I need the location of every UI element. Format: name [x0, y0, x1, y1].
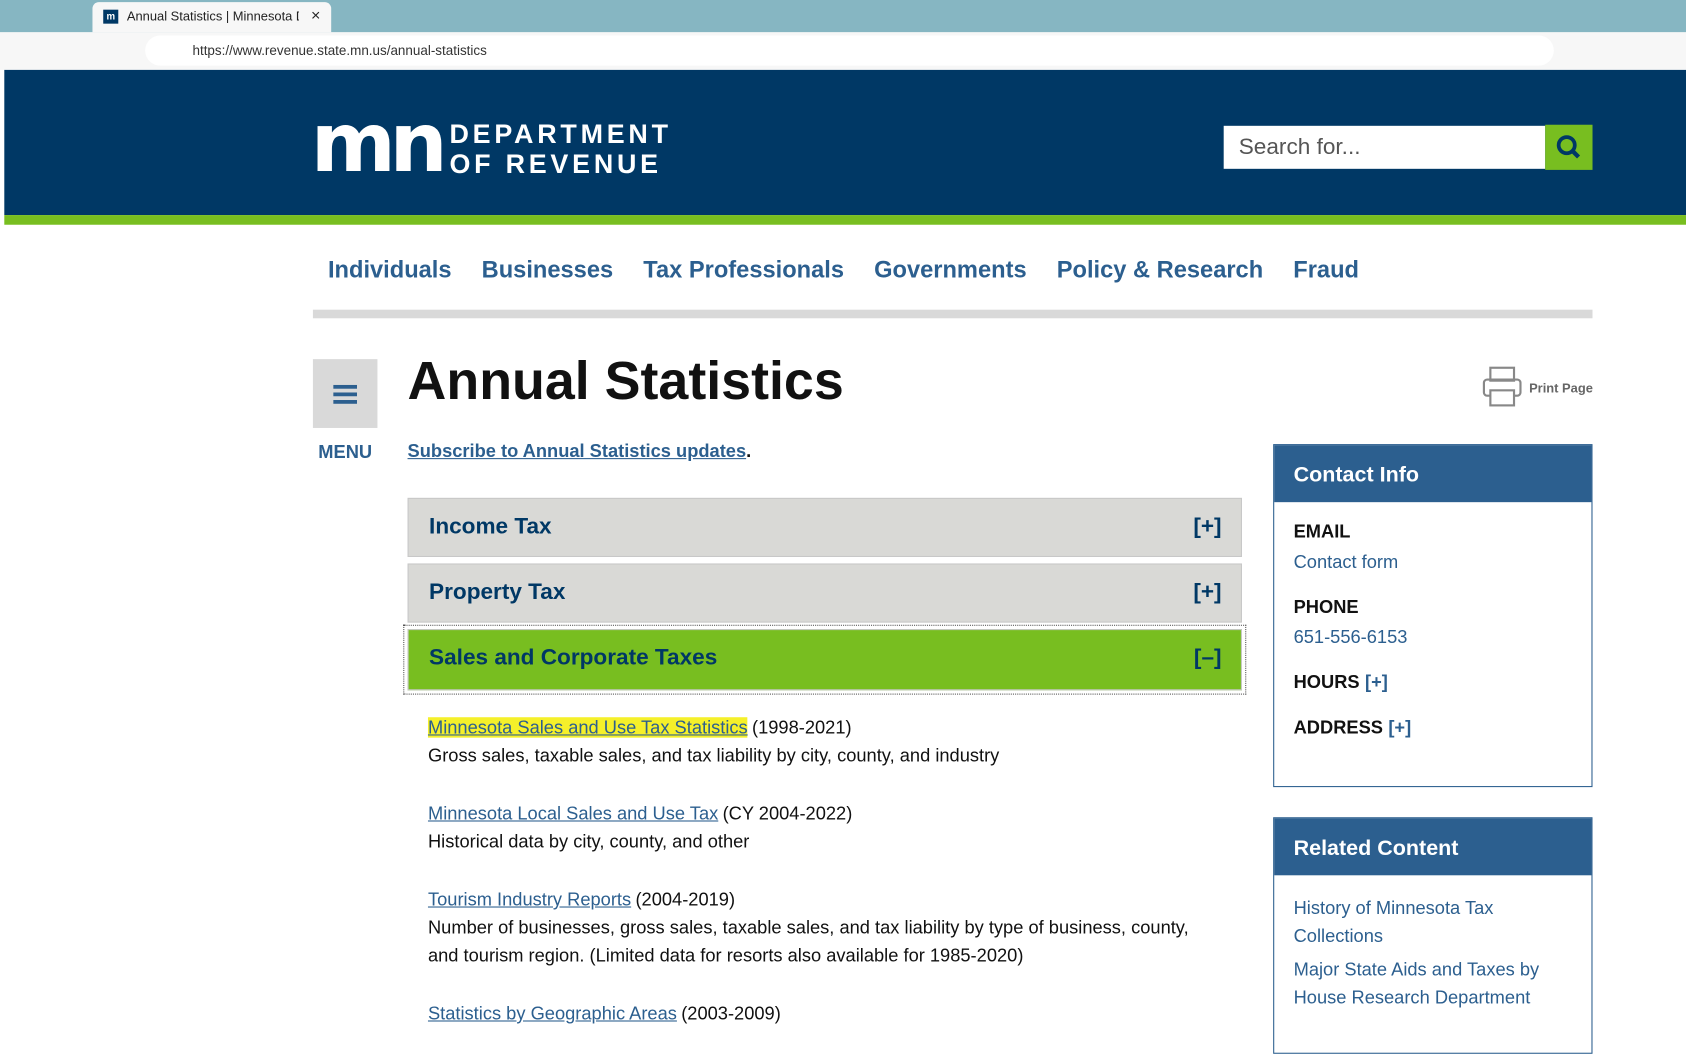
contact-field: PHONE 651-556-6153 [1294, 597, 1573, 649]
accordion-toggle: [–] [1193, 645, 1222, 670]
url-field[interactable]: https://www.revenue.state.mn.us/annual-s… [145, 35, 1554, 66]
item-description: Historical data by city, county, and oth… [427, 831, 750, 852]
header-stripe [4, 215, 1686, 225]
item-list: Minnesota Sales and Use Tax Statistics (1… [427, 714, 1224, 1058]
box-heading: Contact Info [1274, 445, 1592, 503]
field-label: EMAIL [1293, 521, 1351, 542]
menu-label[interactable]: MENU [318, 441, 373, 463]
item: Minnesota Local Sales and Use Tax (CY 200… [428, 800, 1224, 856]
field-label: ADDRESS [1293, 717, 1383, 738]
related-link[interactable]: History of Minnesota Tax Collections [1293, 897, 1494, 947]
item-range: (2003-2009) [681, 1003, 781, 1024]
print-icon[interactable] [1482, 366, 1525, 409]
accordion-header[interactable]: Sales and Corporate Taxes [–] [403, 624, 1247, 695]
search-input[interactable]: Search for... [1223, 125, 1546, 169]
field-label: HOURS [1293, 672, 1360, 693]
url: https://www.revenue.state.mn.us/annual-s… [192, 43, 487, 59]
item-link[interactable]: Minnesota Local Sales and Use Tax [427, 803, 719, 824]
search-button[interactable] [1545, 124, 1593, 170]
nav-link[interactable]: Governments [874, 255, 1027, 283]
contact-field: ADDRESS [+] [1294, 717, 1573, 739]
nav-link[interactable]: Fraud [1293, 255, 1359, 283]
page-title: Annual Statistics [407, 350, 844, 411]
contact-field: EMAIL Contact form [1294, 522, 1573, 574]
field-value[interactable]: Contact form [1293, 551, 1399, 573]
related-box: Related Content History of Minnesota Tax… [1273, 817, 1593, 1054]
item-range: (2004-2019) [635, 889, 736, 910]
main-nav: Individuals Businesses Tax Professionals Go… [328, 256, 1359, 284]
divider [312, 309, 1593, 319]
contact-box: Contact Info EMAIL Contact form PHONE 651-5… [1273, 444, 1593, 788]
nav-link[interactable]: Businesses [481, 255, 614, 283]
item-description: Number of businesses, gross sales, taxab… [427, 917, 1189, 966]
contact-field: HOURS [+] [1294, 672, 1573, 694]
nav-link[interactable]: Tax Professionals [643, 255, 844, 283]
accordion-label: Sales and Corporate Taxes [429, 645, 718, 670]
contact-body: EMAIL Contact form PHONE 651-556-6153 HOURS[… [1274, 502, 1591, 773]
field-value[interactable]: 651-556-6153 [1293, 626, 1408, 648]
related-body: History of Minnesota Tax Collections Majo… [1274, 875, 1591, 1028]
item-description: Gross sales, taxable sales, and tax liab… [427, 745, 1000, 766]
item: Minnesota Sales and Use Tax Statistics (1… [427, 714, 1224, 770]
logo-mark[interactable]: mn [310, 94, 448, 191]
print-link[interactable]: Print Page [1529, 380, 1593, 396]
accordion-toggle: [+] [1193, 579, 1222, 605]
box-heading: Related Content [1274, 818, 1592, 876]
subscribe-link[interactable]: Subscribe to Annual Statistics updates [407, 440, 747, 462]
field-toggle[interactable]: [+] [1364, 672, 1388, 693]
subscribe: Subscribe to Annual Statistics updates. [408, 441, 752, 463]
tab-title: Annual Statistics | Minnesota Dep [126, 8, 299, 24]
item: Statistics by Geographic Areas (2003-2009… [428, 1000, 1224, 1028]
punctuation: . [746, 440, 752, 462]
field-label: PHONE [1293, 596, 1359, 618]
accordion-label: Property Tax [429, 579, 566, 605]
logo-text[interactable]: DEPARTMENT [449, 119, 672, 150]
logo-text[interactable]: OF REVENUE [449, 149, 662, 180]
item-range: (1998-2021) [752, 717, 852, 738]
nav-link[interactable]: Individuals [327, 255, 452, 283]
nav-link[interactable]: Policy & Research [1056, 255, 1264, 283]
accordion-label: Income Tax [429, 513, 552, 539]
field-toggle[interactable]: [+] [1388, 717, 1412, 738]
item-link[interactable]: Minnesota Sales and Use Tax Statistics [427, 717, 748, 738]
item: Tourism Industry Reports (2004-2019) Numbe… [428, 886, 1224, 970]
accordion-header[interactable]: Property Tax [+] [407, 563, 1242, 623]
accordion-header[interactable]: Income Tax [+] [407, 497, 1242, 558]
item-link[interactable]: Tourism Industry Reports [427, 889, 632, 910]
menu-button[interactable] [312, 359, 378, 428]
item-range: (CY 2004-2022) [722, 803, 853, 824]
accordion-toggle: [+] [1193, 513, 1222, 539]
related-link[interactable]: Major State Aids and Taxes by House Rese… [1293, 959, 1540, 1008]
item-link[interactable]: Statistics by Geographic Areas [427, 1003, 677, 1024]
